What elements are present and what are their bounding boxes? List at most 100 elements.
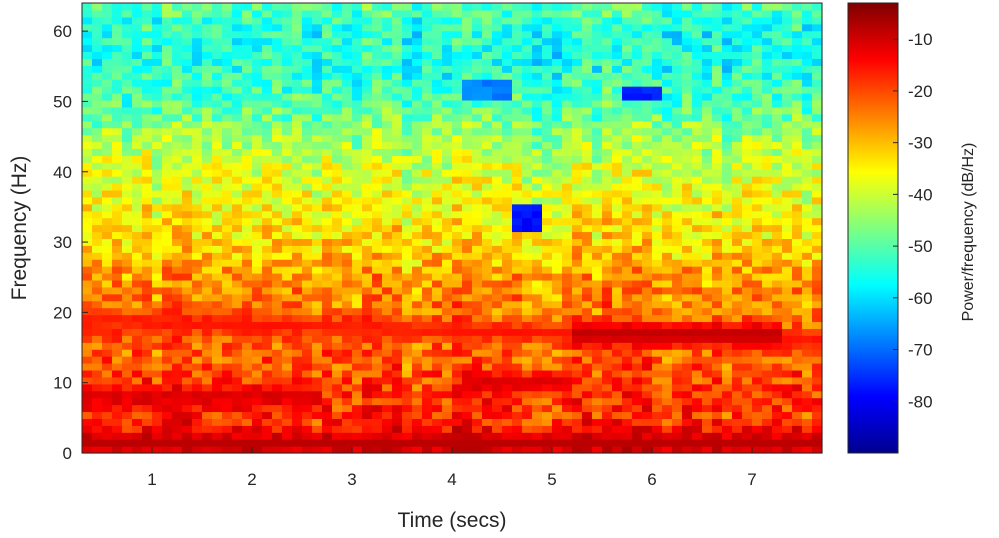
spectrogram-cell [792, 245, 803, 253]
spectrogram-cell [182, 30, 193, 39]
spectrogram-cell [312, 266, 323, 274]
spectrogram-cell [112, 169, 123, 177]
spectrogram-cell [332, 9, 343, 18]
spectrogram-cell [542, 189, 553, 198]
spectrogram-cell [162, 328, 173, 336]
spectrogram-cell [322, 23, 333, 32]
spectrogram-cell [292, 51, 303, 59]
spectrogram-cell [462, 273, 473, 281]
spectrogram-cell [332, 176, 343, 184]
spectrogram-cell [492, 113, 503, 122]
spectrogram-cell [362, 279, 373, 288]
spectrogram-cell [362, 418, 373, 426]
spectrogram-cell [712, 86, 723, 94]
spectrogram-cell [462, 363, 473, 371]
spectrogram-cell [812, 30, 823, 39]
spectrogram-cell [652, 238, 663, 246]
spectrogram-cell [152, 44, 163, 53]
spectrogram-cell [582, 51, 593, 59]
spectrogram-cell [422, 404, 433, 413]
spectrogram-cell [272, 217, 283, 226]
spectrogram-cell [572, 203, 583, 212]
spectrogram-cell [732, 432, 743, 440]
spectrogram-cell [212, 162, 223, 170]
spectrogram-cell [292, 259, 303, 267]
spectrogram-cell [662, 176, 673, 184]
spectrogram-cell [522, 37, 533, 46]
spectrogram-cell [702, 231, 713, 239]
spectrogram-cell [292, 439, 303, 447]
spectrogram-cell [242, 58, 253, 66]
spectrogram-cell [732, 210, 743, 219]
spectrogram-cell [522, 307, 533, 316]
spectrogram-cell [442, 3, 453, 11]
spectrogram-cell [322, 425, 333, 433]
spectrogram-cell [382, 210, 393, 219]
spectrogram-cell [632, 446, 643, 454]
spectrogram-cell [132, 411, 143, 419]
spectrogram-cell [602, 86, 613, 94]
spectrogram-cell [372, 231, 383, 239]
spectrogram-cell [542, 328, 553, 336]
spectrogram-cell [152, 383, 163, 392]
spectrogram-cell [682, 390, 693, 399]
spectrogram-cell [592, 369, 603, 378]
spectrogram-cell [802, 162, 813, 170]
spectrogram-cell [522, 51, 533, 59]
spectrogram-cell [682, 293, 693, 302]
spectrogram-cell [452, 369, 463, 378]
spectrogram-cell [152, 210, 163, 219]
spectrogram-cell [612, 176, 623, 184]
spectrogram-cell [262, 286, 273, 295]
spectrogram-cell [422, 266, 433, 274]
spectrogram-cell [622, 210, 633, 219]
spectrogram-cell [562, 189, 573, 198]
spectrogram-cell [542, 266, 553, 274]
spectrogram-cell [602, 279, 613, 288]
spectrogram-cell [322, 383, 333, 392]
spectrogram-cell [432, 307, 443, 316]
spectrogram-cell [802, 307, 813, 316]
spectrogram-cell [592, 314, 603, 323]
spectrogram-cell [172, 189, 183, 198]
spectrogram-cell [152, 349, 163, 357]
spectrogram-cell [542, 314, 553, 323]
spectrogram-cell [652, 245, 663, 253]
spectrogram-cell [352, 238, 363, 246]
spectrogram-cell [132, 141, 143, 149]
spectrogram-cell [782, 404, 793, 413]
spectrogram-cell [802, 342, 813, 350]
spectrogram-cell [582, 231, 593, 239]
spectrogram-cell [712, 210, 723, 219]
spectrogram-cell [192, 439, 203, 447]
spectrogram-cell [762, 23, 773, 32]
spectrogram-cell [252, 335, 263, 343]
spectrogram-cell [532, 44, 543, 53]
spectrogram-cell [192, 342, 203, 350]
spectrogram-cell [502, 390, 513, 399]
spectrogram-cell [652, 120, 663, 129]
spectrogram-cell [462, 439, 473, 447]
spectrogram-cell [302, 134, 313, 143]
spectrogram-cell [152, 273, 163, 281]
spectrogram-cell [432, 16, 443, 25]
spectrogram-cell [602, 293, 613, 302]
spectrogram-cell [692, 99, 703, 108]
spectrogram-cell [452, 349, 463, 357]
spectrogram-cell [332, 397, 343, 406]
spectrogram-cell [582, 321, 593, 329]
spectrogram-cell [532, 224, 543, 233]
spectrogram-cell [802, 273, 813, 281]
spectrogram-cell [492, 369, 503, 378]
spectrogram-cell [482, 30, 493, 39]
spectrogram-cell [662, 196, 673, 205]
spectrogram-cell [142, 376, 153, 385]
spectrogram-cell [672, 397, 683, 406]
spectrogram-cell [242, 404, 253, 413]
spectrogram-cell [202, 432, 213, 440]
spectrogram-cell [332, 210, 343, 219]
spectrogram-cell [262, 425, 273, 433]
spectrogram-cell [502, 252, 513, 260]
spectrogram-cell [332, 335, 343, 343]
spectrogram-cell [92, 3, 103, 11]
